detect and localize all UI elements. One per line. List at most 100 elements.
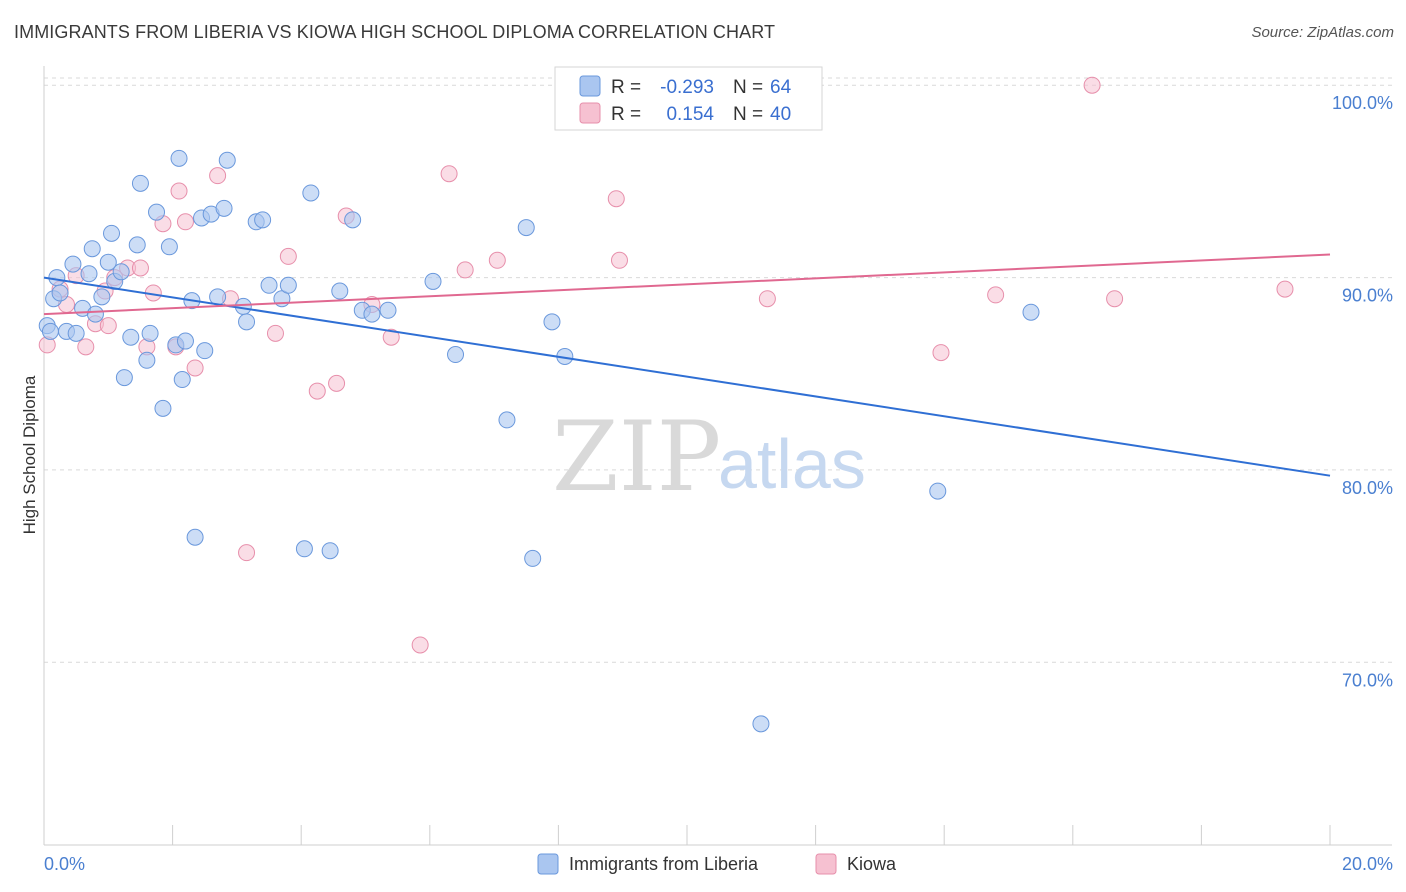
x-tick-labels: 0.0% 20.0% (44, 854, 1393, 874)
legend-box: R = -0.293 N = 64 R = 0.154 N = 40 (554, 66, 823, 131)
legend-r-value-1: -0.293 (660, 77, 714, 98)
chart-title: IMMIGRANTS FROM LIBERIA VS KIOWA HIGH SC… (14, 22, 776, 42)
kiowa-point (77, 338, 95, 356)
kiowa-point (131, 259, 149, 277)
trend-line-kiowa (43, 253, 1331, 316)
kiowa-point (176, 213, 194, 231)
kiowa-point (610, 251, 628, 269)
liberia-point (131, 174, 149, 192)
liberia-point (498, 411, 516, 429)
kiowa-point (987, 286, 1005, 304)
liberia-point (93, 288, 111, 306)
legend-r-label-2: R = (611, 104, 641, 125)
liberia-point (238, 313, 256, 331)
liberia-point (154, 399, 172, 417)
liberia-point (64, 255, 82, 273)
kiowa-point (238, 544, 256, 562)
liberia-point (51, 284, 69, 302)
liberia-point (1022, 303, 1040, 321)
x-tick-label: 20.0% (1342, 854, 1393, 874)
series-liberia (38, 76, 1040, 733)
kiowa-point (308, 382, 326, 400)
bottom-legend: Immigrants from Liberia Kiowa (537, 853, 897, 875)
liberia-point (80, 265, 98, 283)
liberia-point (254, 211, 272, 229)
watermark-atlas: atlas (718, 425, 866, 503)
liberia-point (196, 342, 214, 360)
watermark: ZIP atlas (552, 401, 866, 513)
series-kiowa (38, 76, 1294, 654)
legend-swatch-pink (579, 102, 601, 124)
liberia-point (543, 313, 561, 331)
liberia-point (128, 236, 146, 254)
legend-n-label-2: N = (733, 104, 763, 125)
kiowa-point (382, 328, 400, 346)
liberia-point (215, 199, 233, 217)
liberia-point (363, 305, 381, 323)
bottom-legend-swatch-liberia (537, 853, 559, 875)
liberia-point (447, 346, 465, 364)
x-tick-label: 0.0% (44, 854, 85, 874)
legend-n-value-2: 40 (770, 104, 791, 125)
legend-n-value-1: 64 (770, 77, 792, 98)
liberia-point (67, 324, 85, 342)
kiowa-point (209, 167, 227, 185)
y-axis-title: High School Diploma (20, 375, 39, 534)
kiowa-point (411, 636, 429, 654)
liberia-point (148, 203, 166, 221)
liberia-point (48, 269, 66, 287)
trend-lines (43, 253, 1331, 477)
chart-source: Source: ZipAtlas.com (1251, 24, 1394, 41)
liberia-point (302, 184, 320, 202)
liberia-point (424, 272, 442, 290)
liberia-point (379, 301, 397, 319)
liberia-point (86, 305, 104, 323)
liberia-point (83, 240, 101, 258)
liberia-point (173, 371, 191, 389)
liberia-point (260, 276, 278, 294)
bottom-legend-swatch-kiowa (815, 853, 837, 875)
liberia-point (41, 322, 59, 340)
liberia-point (99, 253, 117, 271)
grid-lines (44, 77, 1392, 663)
kiowa-point (1276, 280, 1294, 298)
kiowa-point (488, 251, 506, 269)
liberia-point (295, 540, 313, 558)
kiowa-point (1083, 76, 1101, 94)
legend-swatch-blue (579, 75, 601, 97)
watermark-zip: ZIP (552, 401, 721, 513)
kiowa-point (186, 359, 204, 377)
liberia-point (103, 224, 121, 242)
y-tick-label: 80.0% (1342, 478, 1393, 498)
bottom-legend-label-kiowa: Kiowa (847, 854, 897, 874)
liberia-point (209, 288, 227, 306)
kiowa-point (279, 247, 297, 265)
liberia-point (279, 276, 297, 294)
y-tick-label: 100.0% (1332, 93, 1393, 113)
liberia-point (170, 149, 188, 167)
y-tick-label: 70.0% (1342, 670, 1393, 690)
kiowa-point (1106, 290, 1124, 308)
liberia-point (141, 324, 159, 342)
liberia-point (331, 282, 349, 300)
liberia-point (321, 542, 339, 560)
kiowa-point (266, 324, 284, 342)
liberia-point (138, 351, 156, 369)
kiowa-point (170, 182, 188, 200)
legend-r-label-1: R = (611, 77, 641, 98)
y-tick-labels: 70.0% 80.0% 90.0% 100.0% (1332, 93, 1393, 690)
kiowa-point (932, 344, 950, 362)
kiowa-point (758, 290, 776, 308)
legend-n-label-1: N = (733, 77, 763, 98)
liberia-point (524, 549, 542, 567)
liberia-point (160, 238, 178, 256)
bottom-legend-label-liberia: Immigrants from Liberia (569, 854, 759, 874)
kiowa-point (99, 317, 117, 335)
liberia-point (115, 369, 133, 387)
y-tick-label: 90.0% (1342, 286, 1393, 306)
axes (43, 66, 1392, 846)
liberia-point (517, 219, 535, 237)
liberia-point (752, 715, 770, 733)
kiowa-point (440, 165, 458, 183)
kiowa-point (456, 261, 474, 279)
